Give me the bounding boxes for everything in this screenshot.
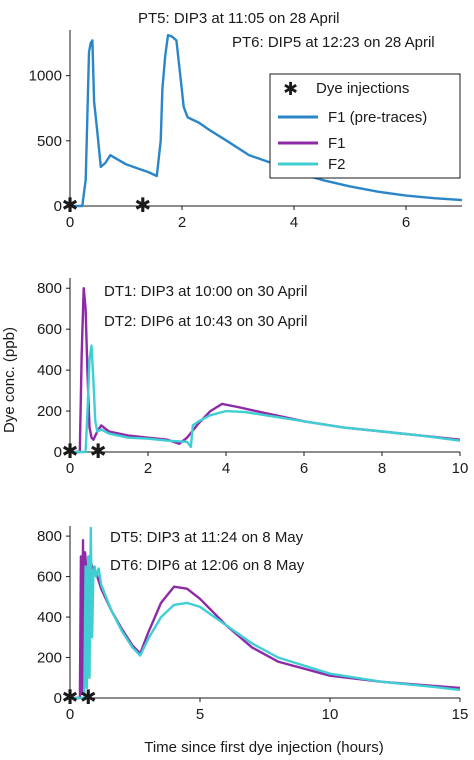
dye-injection-marker: ✱ <box>90 441 107 463</box>
x-tick-label: 2 <box>144 460 152 477</box>
y-tick-label: 800 <box>37 280 62 297</box>
legend-f1-label: F1 <box>328 135 346 152</box>
annotation-pt5: PT5: DIP3 at 11:05 on 28 April <box>138 10 340 27</box>
x-tick-label: 8 <box>378 460 386 477</box>
legend: ✱ Dye injections F1 (pre-traces) F1 F2 <box>269 73 461 179</box>
annotation-dt2: DT2: DIP6 at 10:43 on 30 April <box>104 313 307 330</box>
dye-injection-marker: ✱ <box>62 441 79 463</box>
x-axis-label: Time since first dye injection (hours) <box>144 739 384 756</box>
dye-injection-marker: ✱ <box>80 687 97 709</box>
panel-middle: 0 200 400 600 800 0 2 4 6 8 10 ✱ ✱ <box>37 278 468 477</box>
y-tick-label: 1000 <box>29 68 62 85</box>
annotation-dt6: DT6: DIP6 at 12:06 on 8 May <box>110 557 305 574</box>
legend-f1-pre-label: F1 (pre-traces) <box>328 109 427 126</box>
panel-bottom: 0 200 400 600 800 0 5 10 15 ✱ ✱ <box>37 526 468 723</box>
x-tick-label: 0 <box>66 706 74 723</box>
y-tick-label: 200 <box>37 650 62 667</box>
x-tick-label: 0 <box>66 460 74 477</box>
legend-dye-label: Dye injections <box>316 80 409 97</box>
y-tick-label: 500 <box>37 133 62 150</box>
y-tick-label: 0 <box>54 198 62 215</box>
x-tick-label: 2 <box>178 214 186 231</box>
series-line-f2 <box>70 526 461 700</box>
dye-injection-marker: ✱ <box>62 687 79 709</box>
annotation-pt6: PT6: DIP5 at 12:23 on 28 April <box>232 34 435 51</box>
y-tick-label: 800 <box>37 528 62 545</box>
dye-injection-marker: ✱ <box>134 195 151 217</box>
legend-dye-marker: ✱ <box>283 79 298 99</box>
x-tick-label: 5 <box>196 706 204 723</box>
annotation-dt1: DT1: DIP3 at 10:00 on 30 April <box>104 283 307 300</box>
y-axis-label: Dye conc. (ppb) <box>1 327 18 433</box>
y-tick-label: 400 <box>37 609 62 626</box>
x-tick-label: 4 <box>222 460 230 477</box>
y-tick-label: 0 <box>54 690 62 707</box>
x-tick-label: 0 <box>66 214 74 231</box>
legend-f2-label: F2 <box>328 156 346 173</box>
annotation-dt5: DT5: DIP3 at 11:24 on 8 May <box>110 529 304 546</box>
x-tick-label: 6 <box>300 460 308 477</box>
y-tick-label: 600 <box>37 569 62 586</box>
y-tick-label: 200 <box>37 403 62 420</box>
x-tick-label: 6 <box>402 214 410 231</box>
y-tick-label: 600 <box>37 321 62 338</box>
x-tick-label: 15 <box>452 706 469 723</box>
dye-injection-marker: ✱ <box>62 195 79 217</box>
x-tick-label: 10 <box>452 460 469 477</box>
y-tick-label: 400 <box>37 362 62 379</box>
legend-box <box>269 73 461 179</box>
x-tick-label: 4 <box>290 214 298 231</box>
y-tick-label: 0 <box>54 444 62 461</box>
x-tick-label: 10 <box>322 706 339 723</box>
series-line-f2 <box>70 344 461 454</box>
